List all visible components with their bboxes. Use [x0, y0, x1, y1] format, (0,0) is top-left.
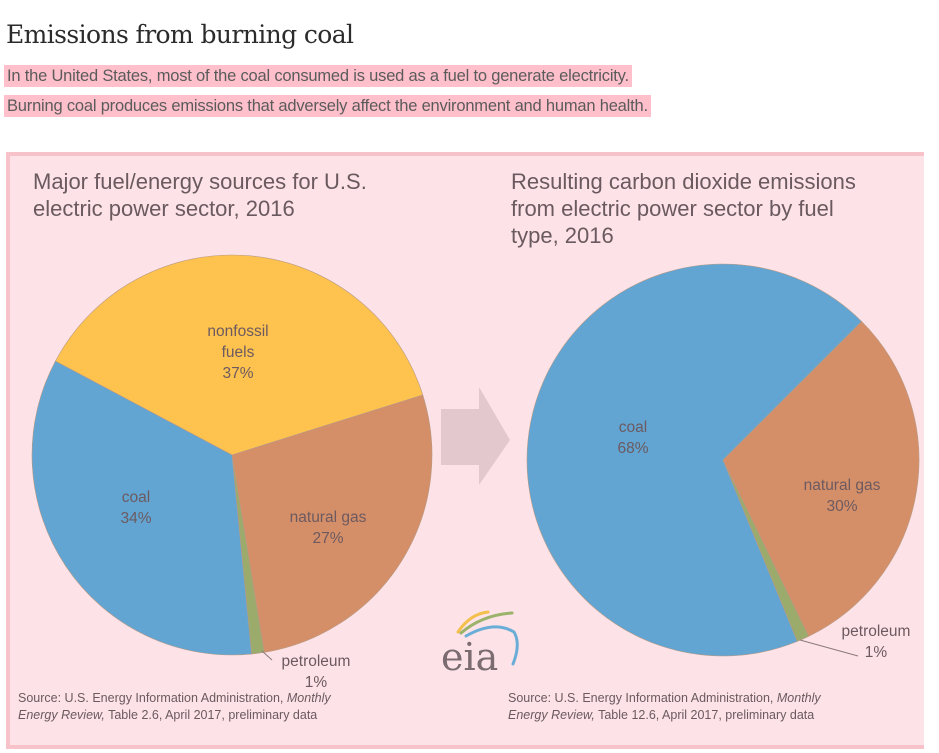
right-natural-gas-percent-label: 30% — [826, 498, 857, 515]
left-petroleum-percent-label: 1% — [305, 674, 328, 691]
right-source-prefix: Source: U.S. Energy Information Administ… — [508, 691, 777, 705]
right-chart-title: Resulting carbon dioxide emissions from … — [511, 168, 931, 249]
left-coal-percent-label: 34% — [120, 510, 151, 527]
eia-logo: eia — [441, 610, 519, 679]
right-coal-percent-label: 68% — [617, 440, 648, 457]
panel-cutoff — [924, 152, 939, 753]
left-nonfossil-fuels-name-label: nonfossil — [207, 323, 268, 340]
intro-line-1: In the United States, most of the coal c… — [4, 65, 632, 87]
left-nonfossil-fuels-name-label: fuels — [222, 344, 255, 361]
left-title-line-1: Major fuel/energy sources for U.S. — [33, 169, 367, 194]
right-petroleum-percent-label: 1% — [865, 644, 888, 661]
left-nonfossil-fuels-percent-label: 37% — [222, 365, 253, 382]
eia-logo-text: eia — [441, 635, 498, 679]
left-source-prefix: Source: U.S. Energy Information Administ… — [18, 691, 287, 705]
right-source-note: Source: U.S. Energy Information Administ… — [508, 690, 821, 724]
left-pie-slice-nonfossil-fuels — [55, 254, 424, 456]
left-coal-name-label: coal — [122, 489, 150, 506]
right-natural-gas-name-label: natural gas — [804, 477, 881, 494]
left-title-line-2: electric power sector, 2016 — [33, 196, 295, 221]
right-petroleum-leader-line — [799, 639, 859, 657]
left-chart-title: Major fuel/energy sources for U.S. elect… — [33, 168, 453, 222]
left-source-suffix: Table 2.6, April 2017, preliminary data — [104, 708, 318, 722]
left-pie-slice-natural-gas — [231, 394, 433, 653]
left-source-italic-1: Monthly — [286, 691, 331, 705]
right-pie-slice-coal — [526, 263, 863, 657]
left-pie: nonfossil fuels 37% natural gas 27% petroleum… — [31, 254, 433, 691]
arrow-right-icon — [441, 387, 510, 485]
right-title-line-1: Resulting carbon dioxide emissions — [511, 169, 856, 194]
right-title-line-3: type, 2016 — [511, 223, 614, 248]
left-natural-gas-percent-label: 27% — [312, 530, 343, 547]
left-source-italic-2: Energy Review, — [18, 708, 105, 722]
left-natural-gas-name-label: natural gas — [290, 509, 367, 526]
right-title-line-2: from electric power sector by fuel — [511, 196, 834, 221]
right-pie: natural gas 30% petroleum 1% coal 68% — [526, 263, 920, 661]
left-petroleum-name-label: petroleum — [282, 653, 351, 670]
left-source-note: Source: U.S. Energy Information Administ… — [18, 690, 331, 724]
intro-line-2: Burning coal produces emissions that adv… — [4, 95, 651, 117]
right-pie-slice-natural-gas — [722, 320, 920, 637]
page-heading: Emissions from burning coal — [6, 20, 354, 49]
right-coal-name-label: coal — [619, 419, 647, 436]
right-petroleum-name-label: petroleum — [842, 623, 911, 640]
right-source-italic-1: Monthly — [776, 691, 821, 705]
right-source-suffix: Table 12.6, April 2017, preliminary data — [594, 708, 815, 722]
left-petroleum-leader-line — [261, 650, 273, 661]
left-pie-slice-coal — [31, 360, 252, 656]
right-source-italic-2: Energy Review, — [508, 708, 595, 722]
